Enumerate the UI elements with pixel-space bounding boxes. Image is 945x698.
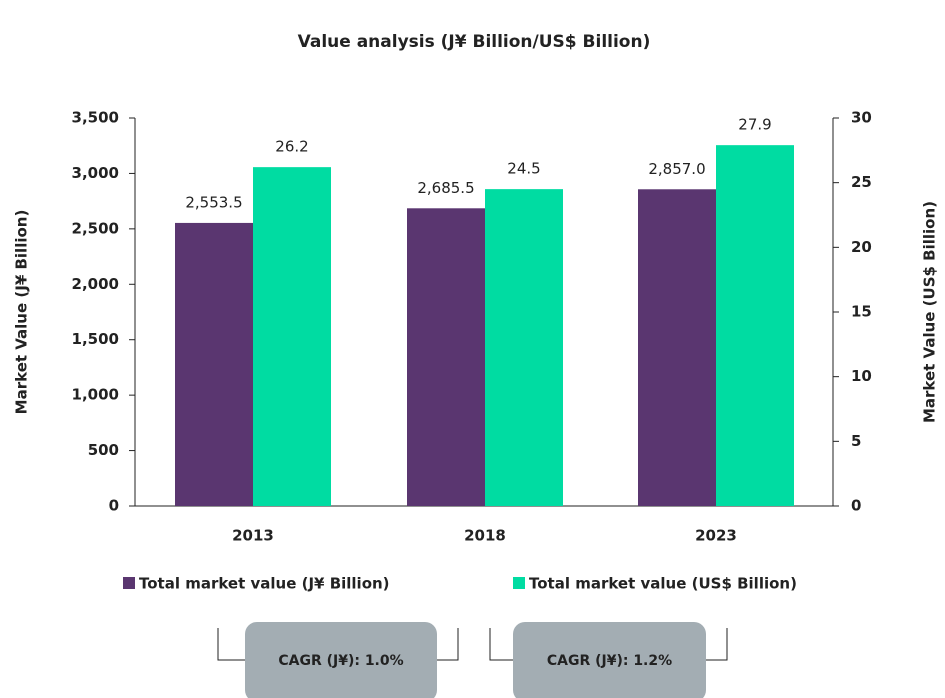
bar <box>716 145 794 506</box>
chart-title: Value analysis (J¥ Billion/US$ Billion) <box>298 32 651 52</box>
annotation: CAGR (J¥): 1.0% <box>278 653 403 669</box>
y-tick-label: 1,000 <box>72 386 119 404</box>
legend-swatch <box>123 577 135 589</box>
y-axis-label: Market Value (J¥ Billion) <box>13 210 31 415</box>
y-tick-label: 3,500 <box>72 109 119 127</box>
annotation: CAGR (J¥): 1.2% <box>547 653 672 669</box>
x-tick-label: 2023 <box>695 527 737 545</box>
y-tick-label: 3,000 <box>72 164 119 182</box>
data-label: 2,685.5 <box>417 179 474 197</box>
y2-tick-label: 15 <box>851 303 872 321</box>
y-tick-label: 500 <box>88 441 119 459</box>
y-tick-label: 2,000 <box>72 275 119 293</box>
legend-label: Total market value (US$ Billion) <box>529 575 797 593</box>
data-label: 27.9 <box>738 116 771 134</box>
y-tick-label: 1,500 <box>72 330 119 348</box>
y-tick-label: 0 <box>109 497 119 515</box>
data-label: 24.5 <box>507 160 540 178</box>
y2-tick-label: 10 <box>851 367 872 385</box>
data-label: 26.2 <box>275 138 308 156</box>
y2-tick-label: 0 <box>851 497 861 515</box>
y2-tick-label: 25 <box>851 173 872 191</box>
y2-tick-label: 20 <box>851 238 872 256</box>
annotation-box <box>245 622 437 698</box>
annotation-box <box>513 622 706 698</box>
y2-axis-label: Market Value (US$ Billion) <box>921 201 939 423</box>
legend-swatch <box>513 577 525 589</box>
y2-tick-label: 5 <box>851 432 861 450</box>
y2-tick-label: 30 <box>851 109 872 127</box>
data-label: 2,857.0 <box>648 160 705 178</box>
bar <box>175 222 253 507</box>
bar <box>407 208 485 506</box>
data-label: 2,553.5 <box>185 193 242 211</box>
bar <box>253 167 331 506</box>
x-tick-label: 2013 <box>232 527 274 545</box>
bar <box>638 189 716 507</box>
bar <box>485 189 563 506</box>
y-tick-label: 2,500 <box>72 219 119 237</box>
x-tick-label: 2018 <box>464 527 506 545</box>
legend-label: Total market value (J¥ Billion) <box>139 575 390 593</box>
